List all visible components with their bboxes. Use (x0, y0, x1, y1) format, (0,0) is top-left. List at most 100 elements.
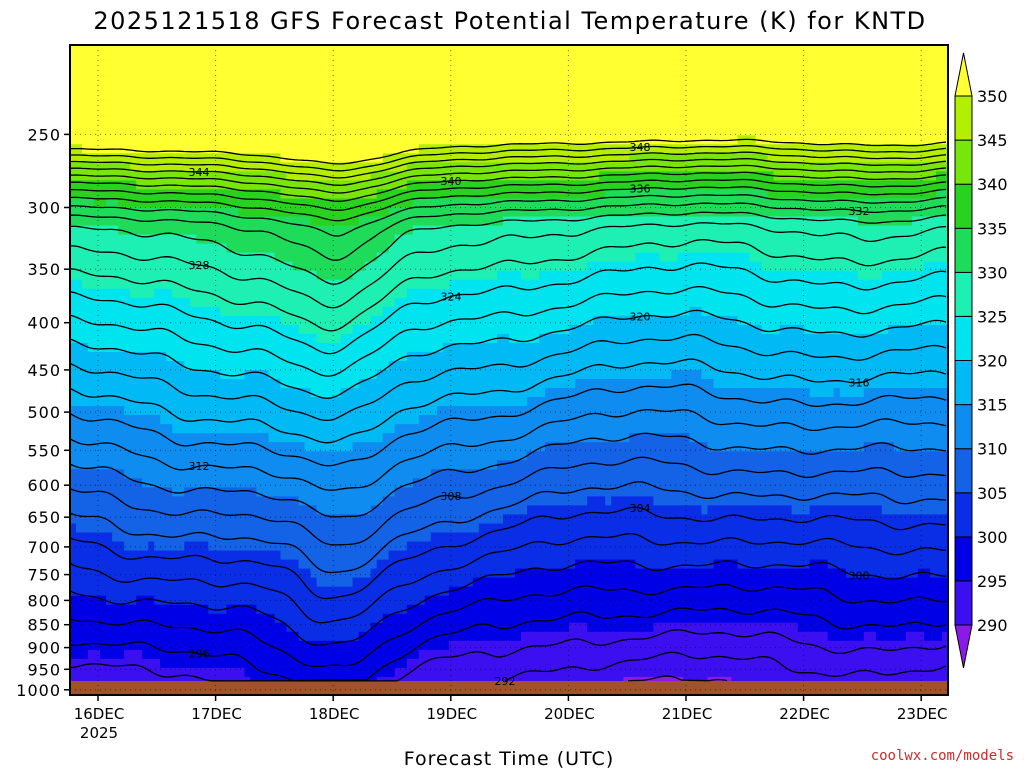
contour-326 (70, 238, 947, 332)
contour-lines (70, 138, 947, 682)
colorbar-cap-top (954, 52, 973, 97)
colorbar-label: 350 (977, 87, 1008, 106)
contour-300 (70, 560, 947, 646)
y-tick-label: 450 (27, 361, 61, 380)
contour-342 (70, 164, 947, 194)
colorbar-box (954, 360, 973, 406)
contour-320 (70, 309, 947, 399)
contour-346 (70, 151, 947, 179)
y-tick-label: 650 (27, 508, 61, 527)
x-axis-label: Forecast Time (UTC) (404, 748, 614, 768)
colorbar-label: 335 (977, 219, 1008, 238)
chart-title: 2025121518 GFS Forecast Potential Temper… (93, 7, 926, 35)
contour-316 (70, 358, 947, 444)
contour-312 (70, 409, 947, 491)
colorbar-label: 325 (977, 307, 1008, 326)
contour-label-320: 320 (630, 310, 651, 323)
colorbar: 290 295 300 305 310 315 320 325 330 335 340 345 350 (954, 52, 1008, 669)
y-tick-label: 1000 (16, 681, 61, 700)
contour-290 (627, 675, 728, 682)
contour-label-316: 316 (849, 377, 870, 390)
contour-324 (70, 262, 947, 355)
contour-label-340: 340 (441, 175, 462, 188)
colorbar-cap-bottom (954, 624, 973, 669)
contour-306 (70, 481, 947, 574)
x-tick-label: 17DEC (191, 705, 242, 723)
colorbar-box (954, 536, 973, 582)
plot-area (70, 45, 948, 695)
y-tick-label: 550 (27, 441, 61, 460)
contour-label-344: 344 (189, 166, 210, 179)
contour-label-336: 336 (630, 182, 651, 195)
x-tick-label: 16DEC (74, 705, 125, 723)
colorbar-box (954, 95, 973, 141)
colorbar-box (954, 271, 973, 317)
colorbar-label: 305 (977, 484, 1008, 503)
contour-308 (70, 456, 947, 546)
y-tick-label: 300 (27, 199, 61, 218)
contour-350 (70, 138, 947, 165)
x-tick-label: 18DEC (309, 705, 360, 723)
colorbar-label: 345 (977, 131, 1008, 150)
contour-labels: 344 340 336 332 328 324 320 316 312 308 304 300 296 2… (189, 141, 870, 688)
contour-330 (70, 211, 947, 285)
ground-surface (70, 681, 948, 695)
contour-label-292: 292 (495, 675, 516, 688)
contour-334 (70, 194, 947, 237)
x-year-label: 2025 (80, 724, 118, 742)
y-tick-label: 750 (27, 566, 61, 585)
colorbar-label: 310 (977, 440, 1008, 459)
contour-label-332: 332 (849, 205, 870, 218)
contour-296 (70, 607, 947, 682)
y-tick-label: 500 (27, 403, 61, 422)
contour-304 (70, 506, 947, 600)
contour-298 (70, 583, 947, 668)
contour-label-308: 308 (441, 490, 462, 503)
contour-348 (70, 145, 947, 172)
contour-340 (70, 171, 947, 202)
y-tick-label: 700 (27, 538, 61, 557)
y-axis: 250 300 350 400 450 500 550 600 650 700 750 800 850 9… (16, 125, 70, 700)
contour-label-304: 304 (630, 502, 651, 515)
colorbar-box (954, 227, 973, 273)
colorbar-box (954, 139, 973, 185)
colorbar-label: 330 (977, 263, 1008, 282)
y-tick-label: 800 (27, 591, 61, 610)
y-tick-label: 250 (27, 125, 61, 144)
x-tick-label: 20DEC (544, 705, 595, 723)
x-tick-label: 19DEC (427, 705, 478, 723)
contour-label-296: 296 (189, 648, 210, 661)
contour-314 (70, 383, 947, 467)
colorbar-box (954, 580, 973, 626)
x-tick-label: 21DEC (662, 705, 713, 723)
colorbar-label: 320 (977, 352, 1008, 371)
y-tick-label: 900 (27, 639, 61, 658)
y-tick-label: 400 (27, 314, 61, 333)
colorbar-box (954, 183, 973, 229)
y-tick-label: 850 (27, 616, 61, 635)
colorbar-label: 300 (977, 528, 1008, 547)
y-tick-label: 600 (27, 476, 61, 495)
contour-338 (70, 178, 947, 211)
contour-label-328: 328 (189, 259, 210, 272)
colorbar-box (954, 404, 973, 450)
contour-318 (70, 333, 947, 422)
colorbar-label: 315 (977, 396, 1008, 415)
contour-label-348: 348 (630, 141, 651, 154)
colorbar-box (954, 448, 973, 494)
contour-344 (70, 158, 947, 186)
contour-310 (70, 432, 947, 518)
colorbar-label: 290 (977, 616, 1008, 635)
colorbar-box (954, 315, 973, 361)
colorbar-label: 340 (977, 175, 1008, 194)
colorbar-label: 295 (977, 572, 1008, 591)
y-tick-label: 950 (27, 660, 61, 679)
x-tick-label: 22DEC (779, 705, 830, 723)
credit-link[interactable]: coolwx.com/models (871, 748, 1014, 764)
contour-294 (70, 629, 947, 682)
colorbar-box (954, 492, 973, 538)
contour-label-300: 300 (849, 569, 870, 582)
x-tick-label: 23DEC (897, 705, 948, 723)
contour-336 (70, 186, 947, 222)
